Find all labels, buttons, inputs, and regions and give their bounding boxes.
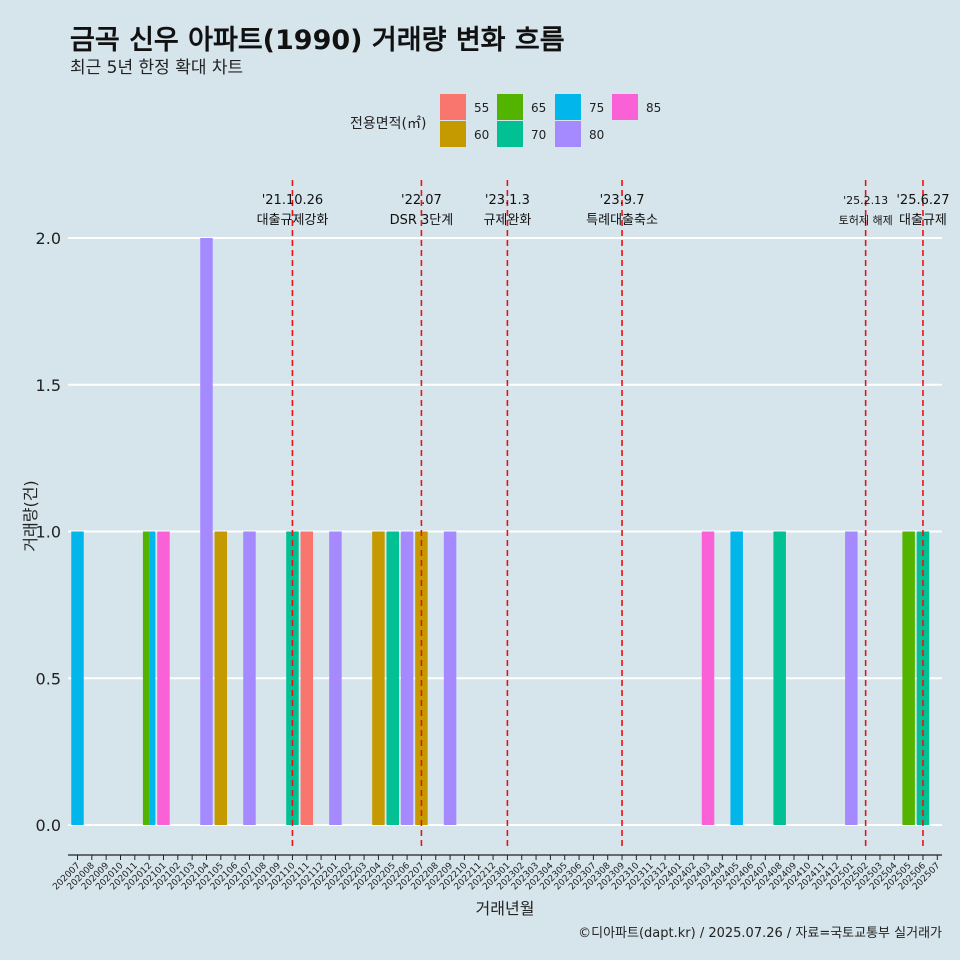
legend-swatch	[497, 94, 523, 120]
legend-swatch	[555, 121, 581, 147]
bar	[200, 238, 213, 825]
y-axis-title: 거래량(건)	[21, 480, 40, 551]
event-name-label: DSR 3단계	[390, 213, 454, 228]
legend-swatch	[612, 94, 638, 120]
bar	[443, 531, 457, 825]
chart-caption: ©디아파트(dapt.kr) / 2025.07.26 / 자료=국토교통부 실…	[578, 926, 942, 941]
bar	[916, 531, 930, 825]
bar	[214, 531, 228, 825]
event-name-label: 대출규제	[899, 213, 947, 228]
legend-label: 55	[474, 101, 489, 115]
legend-label: 60	[474, 128, 489, 142]
bar	[400, 531, 414, 825]
event-name-label: 특례대출축소	[586, 213, 658, 228]
bar	[71, 531, 84, 825]
bar	[773, 531, 786, 825]
event-date-label: '25.2.13	[843, 194, 888, 207]
legend-swatch	[440, 121, 466, 147]
legend-swatch	[440, 94, 466, 120]
legend-label: 70	[531, 128, 546, 142]
event-date-label: '22.07	[401, 193, 442, 208]
event-date-label: '25.6.27	[896, 193, 949, 208]
bar	[845, 531, 858, 825]
legend-title: 전용면적(㎡)	[350, 116, 426, 132]
chart-subtitle: 최근 5년 한정 확대 차트	[70, 58, 244, 78]
legend-label: 85	[646, 101, 661, 115]
bar	[730, 531, 743, 825]
y-tick-label: 1.0	[36, 523, 61, 542]
y-tick-label: 0.5	[36, 669, 61, 688]
bar	[149, 531, 156, 825]
bar	[415, 531, 428, 825]
legend-label: 65	[531, 101, 546, 115]
bar	[243, 531, 256, 825]
event-date-label: '23.1.3	[485, 193, 530, 208]
bar	[372, 531, 385, 825]
bar	[157, 531, 170, 825]
y-tick-label: 1.5	[36, 376, 61, 395]
legend-label: 75	[589, 101, 604, 115]
y-tick-label: 0.0	[36, 816, 61, 835]
event-date-label: '23.9.7	[600, 193, 645, 208]
legend-swatch	[497, 121, 523, 147]
legend-label: 80	[589, 128, 604, 142]
event-name-label: 대출규제강화	[257, 213, 329, 228]
event-name-label: 규제완화	[483, 213, 531, 228]
y-tick-label: 2.0	[36, 229, 61, 248]
bar	[329, 531, 342, 825]
x-axis-title: 거래년월	[476, 899, 535, 918]
bar	[286, 531, 299, 825]
event-date-label: '21.10.26	[262, 193, 323, 208]
bar	[300, 531, 314, 825]
legend-swatch	[555, 94, 581, 120]
bar	[386, 531, 400, 825]
event-name-label: 토허제 해제	[839, 213, 893, 227]
bar	[902, 531, 915, 825]
chart-title: 금곡 신우 아파트(1990) 거래량 변화 흐름	[70, 25, 565, 56]
bar	[142, 531, 150, 825]
bar	[701, 531, 715, 825]
